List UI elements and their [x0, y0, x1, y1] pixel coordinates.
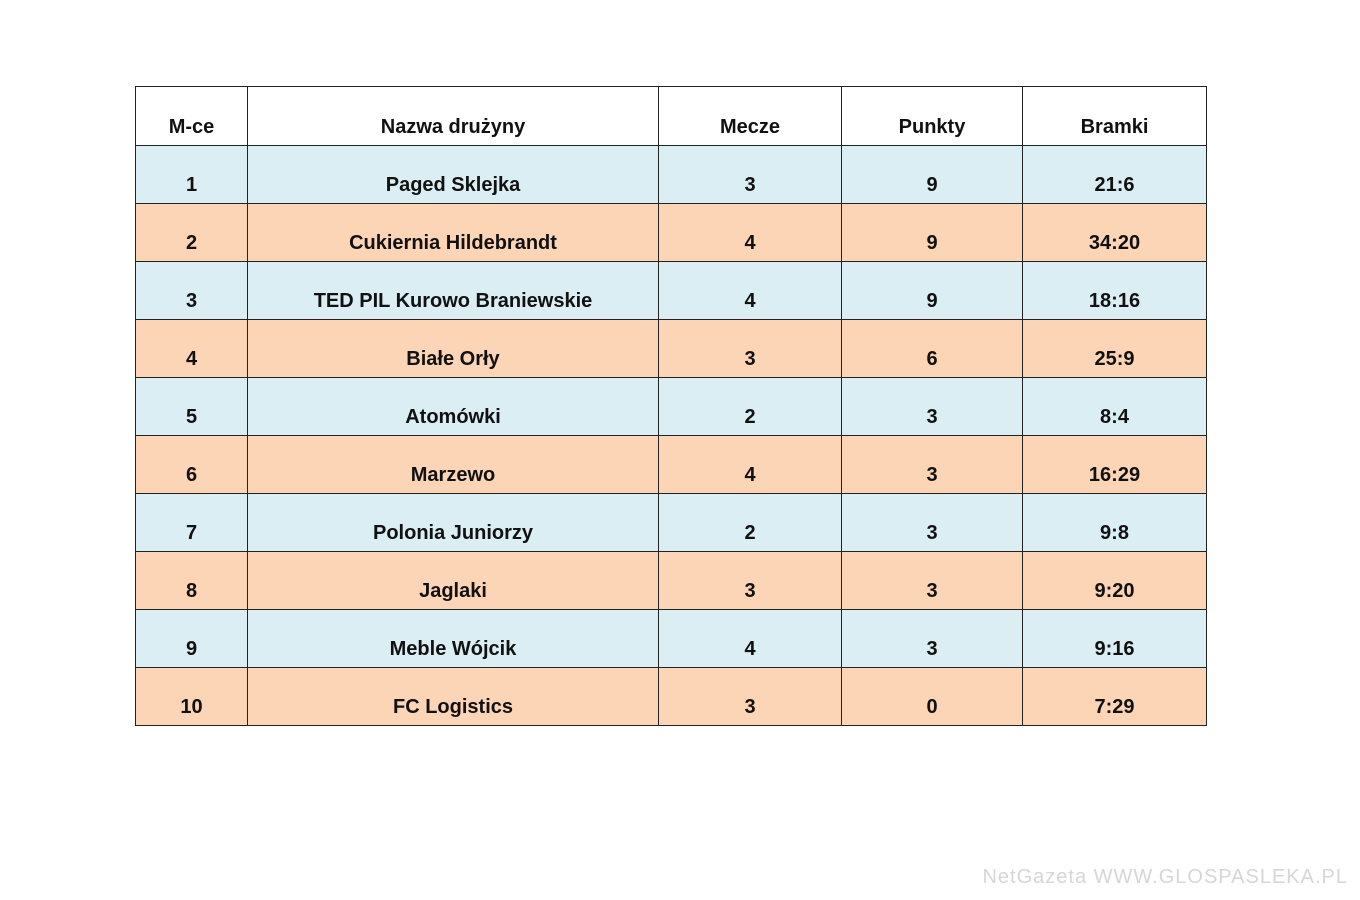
table-cell: Marzewo — [247, 435, 659, 494]
table-cell: 7:29 — [1022, 667, 1207, 726]
table-cell: 4 — [658, 261, 842, 320]
table-cell: 9:16 — [1022, 609, 1207, 668]
table-cell: 4 — [658, 609, 842, 668]
header-cell: M-ce — [135, 86, 248, 146]
table-row: 10 FC Logistics 3 0 7:29 — [135, 667, 1207, 726]
table-cell: Meble Wójcik — [247, 609, 659, 668]
table-row: 9 Meble Wójcik 4 3 9:16 — [135, 609, 1207, 668]
table-cell: Cukiernia Hildebrandt — [247, 203, 659, 262]
table-cell: 0 — [841, 667, 1023, 726]
table-cell: 1 — [135, 145, 248, 204]
table-cell: 21:6 — [1022, 145, 1207, 204]
table-cell: 4 — [658, 203, 842, 262]
table-cell: 10 — [135, 667, 248, 726]
table-cell: 9 — [841, 261, 1023, 320]
table-row: 4 Białe Orły 3 6 25:9 — [135, 319, 1207, 378]
table-cell: 2 — [658, 377, 842, 436]
header-cell: Mecze — [658, 86, 842, 146]
table-cell: 5 — [135, 377, 248, 436]
table-cell: 3 — [841, 435, 1023, 494]
table-body: M-ce Nazwa drużyny Mecze Punkty Bramki 1 Paged… — [135, 86, 1207, 726]
table-cell: 9:8 — [1022, 493, 1207, 552]
table-cell: Paged Sklejka — [247, 145, 659, 204]
table-cell: 3 — [841, 377, 1023, 436]
table-cell: Polonia Juniorzy — [247, 493, 659, 552]
table-cell: 3 — [658, 145, 842, 204]
table-cell: 2 — [135, 203, 248, 262]
table-cell: 9 — [135, 609, 248, 668]
table-cell: FC Logistics — [247, 667, 659, 726]
table-cell: 18:16 — [1022, 261, 1207, 320]
table-cell: Białe Orły — [247, 319, 659, 378]
table-cell: 8:4 — [1022, 377, 1207, 436]
table-cell: 3 — [841, 493, 1023, 552]
table-cell: 9 — [841, 145, 1023, 204]
table-cell: 3 — [658, 667, 842, 726]
table-cell: 9:20 — [1022, 551, 1207, 610]
table-cell: 3 — [841, 551, 1023, 610]
table-cell: 3 — [658, 319, 842, 378]
table-cell: 6 — [841, 319, 1023, 378]
table-cell: Atomówki — [247, 377, 659, 436]
table-cell: 34:20 — [1022, 203, 1207, 262]
table-cell: 4 — [135, 319, 248, 378]
league-table: M-ce Nazwa drużyny Mecze Punkty Bramki 1 Paged… — [135, 86, 1207, 726]
table-cell: 6 — [135, 435, 248, 494]
table-cell: 8 — [135, 551, 248, 610]
table-row: 3 TED PIL Kurowo Braniewskie 4 9 18:16 — [135, 261, 1207, 320]
table-cell: TED PIL Kurowo Braniewskie — [247, 261, 659, 320]
table-cell: 4 — [658, 435, 842, 494]
table-row: 6 Marzewo 4 3 16:29 — [135, 435, 1207, 494]
header-row: M-ce Nazwa drużyny Mecze Punkty Bramki — [135, 86, 1207, 146]
header-cell: Bramki — [1022, 86, 1207, 146]
table-row: 1 Paged Sklejka 3 9 21:6 — [135, 145, 1207, 204]
table-cell: Jaglaki — [247, 551, 659, 610]
table-cell: 25:9 — [1022, 319, 1207, 378]
table-cell: 16:29 — [1022, 435, 1207, 494]
table-row: 2 Cukiernia Hildebrandt 4 9 34:20 — [135, 203, 1207, 262]
table-cell: 2 — [658, 493, 842, 552]
header-cell: Punkty — [841, 86, 1023, 146]
table-row: 5 Atomówki 2 3 8:4 — [135, 377, 1207, 436]
table-row: 7 Polonia Juniorzy 2 3 9:8 — [135, 493, 1207, 552]
watermark: NetGazeta WWW.GLOSPASLEKA.PL — [982, 866, 1348, 888]
table-cell: 3 — [841, 609, 1023, 668]
table-cell: 7 — [135, 493, 248, 552]
table-row: 8 Jaglaki 3 3 9:20 — [135, 551, 1207, 610]
table-cell: 3 — [658, 551, 842, 610]
table-cell: 3 — [135, 261, 248, 320]
header-cell: Nazwa drużyny — [247, 86, 659, 146]
table-cell: 9 — [841, 203, 1023, 262]
